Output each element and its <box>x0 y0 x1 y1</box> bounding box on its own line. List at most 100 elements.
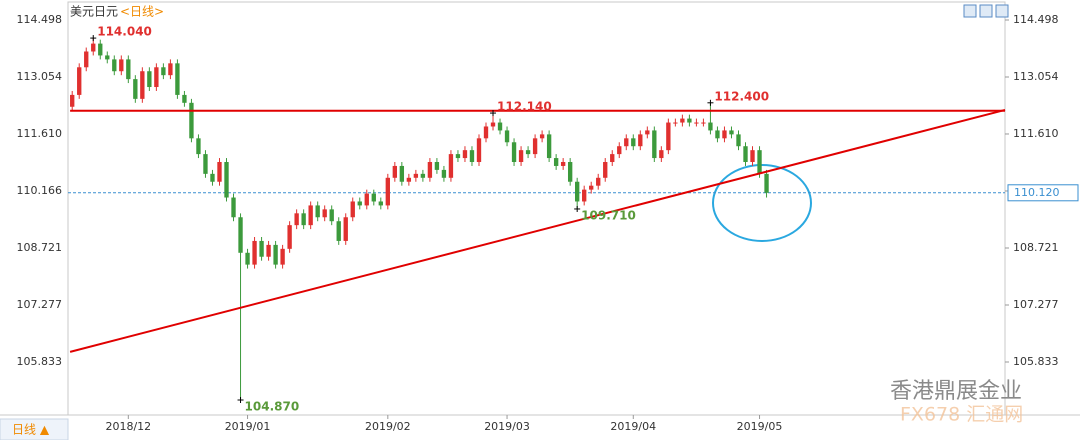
candle-body <box>182 94 187 103</box>
candle-body <box>175 63 180 95</box>
y-tick-label: 114.498 <box>17 13 63 26</box>
x-tick-label: 2019/02 <box>365 420 411 433</box>
tool-button[interactable] <box>963 4 977 18</box>
candle-body <box>722 130 727 139</box>
y2-tick-label: 105.833 <box>1013 355 1059 368</box>
candle-body <box>455 154 461 159</box>
x-tick-label: 2019/04 <box>610 420 656 433</box>
candle-body <box>610 154 615 163</box>
candle-body <box>266 244 271 257</box>
candle-body <box>231 197 236 218</box>
candle-body <box>645 130 650 135</box>
watermark: FX678 汇通网 <box>900 404 1023 426</box>
candle-body <box>406 177 412 182</box>
candle-body <box>203 154 208 174</box>
tool-button[interactable] <box>995 4 1009 18</box>
chart-title: 美元日元 <box>70 5 118 19</box>
candle-body <box>476 138 482 163</box>
candle-body <box>91 43 96 52</box>
annotation-label: 109.710 <box>581 208 636 222</box>
candle-body <box>371 193 376 202</box>
candle-body <box>84 51 89 68</box>
candle-body <box>560 162 566 166</box>
candle-body <box>764 173 769 193</box>
candle-body <box>427 162 433 178</box>
y2-tick-label: 108.721 <box>1013 241 1059 254</box>
candle-body <box>273 244 278 265</box>
candle-body <box>743 146 748 163</box>
candle-body <box>238 217 243 253</box>
candle-body <box>147 71 152 88</box>
y-tick-label: 107.277 <box>17 298 63 311</box>
watermark: 香港鼎展金业 <box>890 379 1022 404</box>
candle-body <box>652 130 657 159</box>
candle-body <box>308 205 313 226</box>
candle-body <box>441 169 447 178</box>
tool-button[interactable] <box>979 4 993 18</box>
candle-body <box>357 201 362 206</box>
candle-body <box>666 122 671 151</box>
candle-body <box>413 173 419 178</box>
period-label[interactable]: <日线> <box>120 5 164 19</box>
period-tab[interactable]: 日线 ▲ <box>12 423 50 437</box>
candle-body <box>553 158 559 166</box>
candle-body <box>546 134 552 159</box>
candle-body <box>757 150 762 174</box>
candle-body <box>575 181 580 202</box>
toolbar <box>963 4 1009 18</box>
candle-body <box>589 185 594 190</box>
period-tab-bg[interactable] <box>0 418 69 440</box>
candle-body <box>715 130 720 139</box>
candle-body <box>567 162 573 182</box>
candle-body <box>364 193 369 206</box>
candle-body <box>252 240 257 265</box>
candle-body <box>694 122 699 124</box>
candle-body <box>315 205 320 218</box>
candle-body <box>189 102 194 139</box>
candle-body <box>77 67 82 95</box>
candle-body <box>210 173 215 182</box>
y2-tick-label: 114.498 <box>1013 13 1059 26</box>
candle-body <box>105 55 110 60</box>
candle-body <box>329 209 334 222</box>
candle-body <box>133 79 138 99</box>
candle-body <box>294 213 299 226</box>
candle-body <box>624 138 629 147</box>
annotation-label: 104.870 <box>245 400 300 414</box>
candle-body <box>708 122 713 131</box>
candle-body <box>119 59 124 72</box>
candle-body <box>154 67 159 88</box>
x-tick-label: 2018/12 <box>105 420 151 433</box>
candle-body <box>420 173 426 178</box>
candle-body <box>287 225 292 249</box>
annotation-label: 112.400 <box>714 89 769 103</box>
trend-line <box>69 108 1006 353</box>
candle-body <box>596 177 601 186</box>
candle-body <box>245 252 250 265</box>
candle-body <box>301 213 306 226</box>
candle-body <box>687 118 692 123</box>
candle-body <box>539 134 545 139</box>
candle-body <box>350 201 355 218</box>
candle-body <box>168 63 173 76</box>
last-price-label: 110.120 <box>1014 186 1060 199</box>
y-tick-label: 111.610 <box>17 127 63 140</box>
candle-body <box>322 209 327 218</box>
candle-body <box>701 122 706 124</box>
candle-body <box>490 122 496 127</box>
candle-body <box>98 43 103 56</box>
candle-body <box>729 130 734 135</box>
y-tick-label: 113.054 <box>17 70 63 83</box>
candle-body <box>392 165 398 178</box>
candle-body <box>378 201 383 206</box>
y-tick-label: 105.833 <box>17 355 63 368</box>
candle-body <box>518 150 524 163</box>
candle-body <box>399 165 405 182</box>
candle-body <box>448 154 454 178</box>
y-tick-label: 110.166 <box>17 184 63 197</box>
candle-body <box>532 138 538 155</box>
x-tick-label: 2019/05 <box>737 420 783 433</box>
y2-tick-label: 113.054 <box>1013 70 1059 83</box>
candle-body <box>525 150 531 155</box>
